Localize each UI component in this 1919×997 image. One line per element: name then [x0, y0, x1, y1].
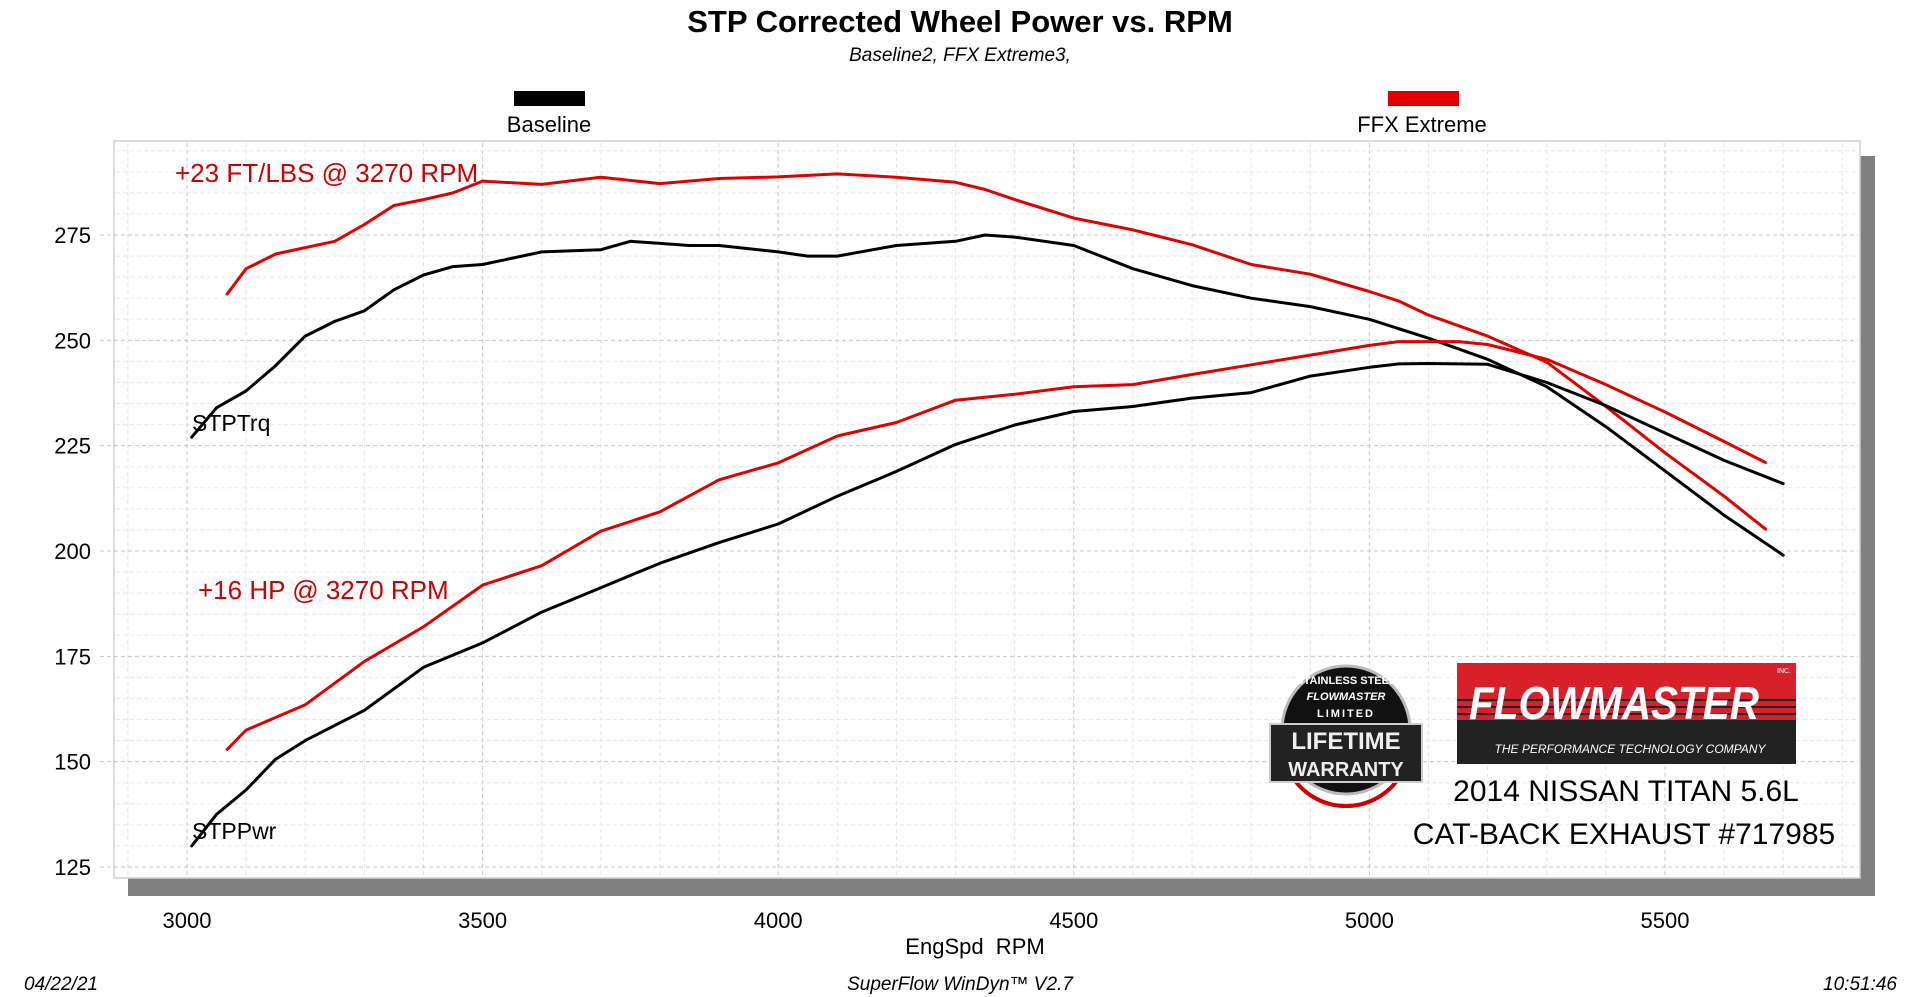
svg-text:THE PERFORMANCE TECHNOLOGY COM: THE PERFORMANCE TECHNOLOGY COMPANY [1495, 742, 1767, 756]
series-line-baseline-stppwr [190, 362, 1785, 848]
product-label: CAT-BACK EXHAUST #717985 [1413, 818, 1835, 851]
vehicle-label: 2014 NISSAN TITAN 5.6L [1453, 775, 1799, 808]
lifetime-warranty-badge: STAINLESS STEEL FLOWMASTER LIMITED LIFET… [1269, 664, 1423, 809]
x-tick-label: 4500 [1049, 908, 1098, 933]
series-line-ffx-extreme-stptrq [225, 172, 1767, 531]
chart-subtitle: Baseline2, FFX Extreme3, [849, 45, 1071, 66]
series-line-ffx-extreme-stppwr [225, 340, 1767, 751]
curve-label-torque: STPTrq [192, 410, 270, 436]
flowmaster-logo: FLOWMASTER INC. THE PERFORMANCE TECHNOLO… [1457, 663, 1796, 764]
x-tick-label: 3000 [163, 908, 212, 933]
legend: Baseline FFX Extreme [507, 91, 1487, 137]
x-tick-label: 5500 [1641, 908, 1690, 933]
x-axis: 3000 3500 4000 4500 5000 5500 [163, 908, 1690, 933]
y-tick-label: 200 [54, 539, 91, 564]
curve-label-power: STPPwr [192, 818, 277, 844]
footer-date: 04/22/21 [24, 974, 98, 995]
legend-swatch-ffx-extreme [1388, 91, 1459, 106]
svg-text:INC.: INC. [1777, 668, 1791, 675]
footer-time: 10:51:46 [1823, 974, 1897, 995]
power-gain-annotation: +16 HP @ 3270 RPM [198, 575, 449, 605]
svg-text:LIMITED: LIMITED [1317, 708, 1375, 720]
y-axis: 125 150 175 200 225 250 275 [54, 223, 91, 880]
legend-label-ffx-extreme: FFX Extreme [1357, 112, 1487, 137]
series-line-baseline-stptrq [190, 233, 1785, 557]
svg-text:FLOWMASTER: FLOWMASTER [1307, 691, 1386, 703]
x-tick-label: 5000 [1345, 908, 1394, 933]
x-tick-label: 4000 [754, 908, 803, 933]
torque-gain-annotation: +23 FT/LBS @ 3270 RPM [175, 158, 478, 188]
y-tick-label: 175 [54, 644, 91, 669]
svg-text:LIFETIME: LIFETIME [1291, 728, 1400, 755]
plot-area [113, 140, 1861, 879]
svg-text:STAINLESS STEEL: STAINLESS STEEL [1296, 675, 1396, 687]
svg-text:WARRANTY: WARRANTY [1288, 759, 1404, 781]
svg-text:FLOWMASTER: FLOWMASTER [1469, 677, 1759, 729]
y-tick-label: 125 [54, 855, 91, 880]
y-tick-label: 275 [54, 223, 91, 248]
series-lines [190, 172, 1785, 848]
legend-label-baseline: Baseline [507, 112, 591, 137]
x-tick-label: 3500 [458, 908, 507, 933]
legend-swatch-baseline [514, 91, 585, 106]
y-tick-label: 225 [54, 434, 91, 459]
grid [100, 143, 1858, 876]
y-tick-label: 250 [54, 328, 91, 353]
x-axis-label: EngSpd RPM [905, 934, 1044, 959]
footer-software: SuperFlow WinDyn™ V2.7 [847, 974, 1074, 995]
y-tick-label: 150 [54, 750, 91, 775]
chart-title: STP Corrected Wheel Power vs. RPM [687, 4, 1233, 39]
